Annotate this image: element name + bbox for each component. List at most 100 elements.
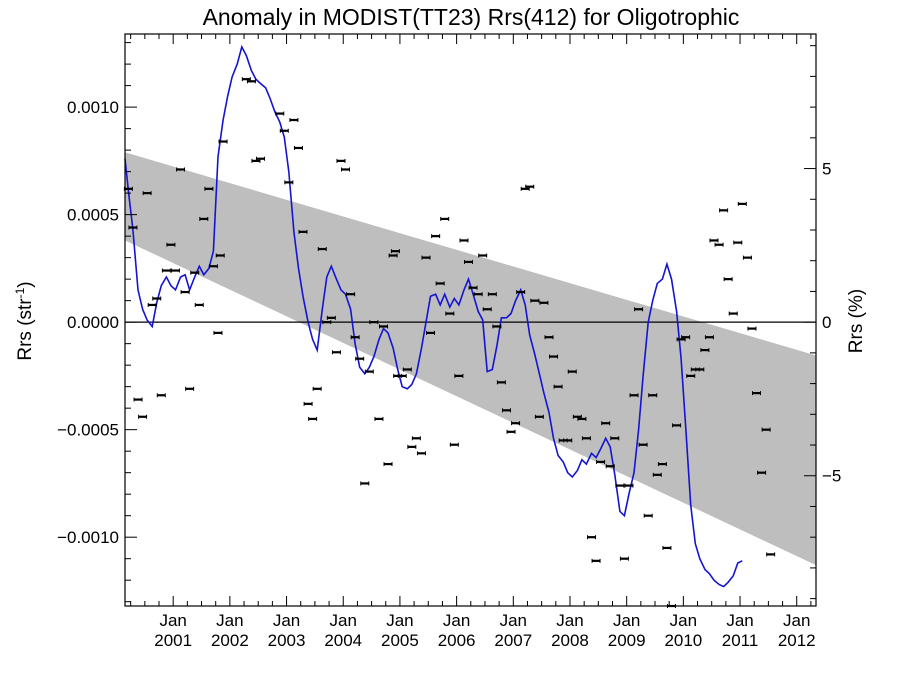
data-point: [728, 311, 738, 316]
y-tick-label-right: 0: [822, 313, 831, 332]
x-tick-label-month: Jan: [216, 611, 243, 630]
data-point: [364, 369, 374, 374]
data-point: [591, 558, 601, 563]
data-point: [482, 307, 492, 312]
data-point: [369, 320, 379, 325]
y-tick-label-left: 0.0000: [67, 313, 119, 332]
x-tick-label-year: 2008: [551, 631, 589, 650]
y-tick-label-left: 0.0010: [67, 98, 119, 117]
data-point: [279, 128, 289, 133]
data-point: [289, 118, 299, 123]
data-point: [215, 253, 225, 258]
data-point: [534, 414, 544, 419]
y-axis-title-left-sup: -1: [13, 287, 27, 298]
x-tick-label-year: 2003: [268, 631, 306, 650]
data-point: [312, 386, 322, 391]
data-point: [161, 268, 171, 273]
data-point: [496, 380, 506, 385]
data-point: [317, 247, 327, 252]
data-point: [539, 300, 549, 305]
x-tick-label-month: Jan: [670, 611, 697, 630]
data-point: [445, 311, 455, 316]
data-point: [459, 238, 469, 243]
x-tick-label-month: Jan: [159, 611, 186, 630]
data-point: [449, 442, 459, 447]
data-point: [397, 373, 407, 378]
trend-band: [125, 152, 816, 566]
x-tick-label-year: 2007: [494, 631, 532, 650]
data-point: [402, 367, 412, 372]
data-point: [190, 270, 200, 275]
data-point: [506, 429, 516, 434]
data-point: [208, 264, 218, 269]
x-tick-label-year: 2011: [722, 631, 759, 650]
data-point: [605, 464, 615, 469]
chart-title: Anomaly in MODIST(TT23) Rrs(412) for Oli…: [203, 4, 740, 30]
data-point: [360, 481, 370, 486]
data-point: [440, 216, 450, 221]
data-point: [733, 240, 743, 245]
data-point: [719, 208, 729, 213]
data-point: [390, 249, 400, 254]
data-point: [152, 296, 162, 301]
x-tick-label-year: 2012: [778, 631, 816, 650]
data-point: [681, 335, 691, 340]
data-point: [180, 290, 190, 295]
data-point: [657, 462, 667, 467]
data-point: [147, 302, 157, 307]
x-tick-label-year: 2001: [154, 631, 192, 650]
data-point: [218, 139, 228, 144]
y-tick-label-right: 5: [822, 160, 831, 179]
data-point: [284, 180, 294, 185]
data-point: [634, 307, 644, 312]
data-point: [435, 281, 445, 286]
data-point: [709, 238, 719, 243]
data-point: [426, 330, 436, 335]
data-point: [199, 216, 209, 221]
data-point: [388, 253, 398, 258]
data-point: [492, 324, 502, 329]
data-point: [246, 79, 256, 84]
y-axis-title-right: Rrs (%): [846, 289, 867, 353]
data-point: [638, 442, 648, 447]
data-point: [686, 373, 696, 378]
data-point: [761, 427, 771, 432]
x-tick-label-month: Jan: [783, 611, 810, 630]
data-point: [411, 436, 421, 441]
data-point: [331, 350, 341, 355]
x-tick-label-year: 2004: [324, 631, 362, 650]
data-point: [672, 423, 682, 428]
data-point: [511, 421, 521, 426]
x-tick-label-month: Jan: [726, 611, 753, 630]
x-tick-label-month: Jan: [330, 611, 357, 630]
data-point: [610, 436, 620, 441]
data-point: [581, 436, 591, 441]
y-tick-label-left: 0.0005: [67, 206, 119, 225]
x-tick-label-year: 2005: [381, 631, 419, 650]
data-point: [350, 335, 360, 340]
data-point: [298, 229, 308, 234]
x-tick-label-month: Jan: [273, 611, 300, 630]
data-point: [544, 335, 554, 340]
data-point: [170, 268, 180, 273]
data-point: [407, 444, 417, 449]
data-point: [615, 483, 625, 488]
data-point: [747, 326, 757, 331]
data-point: [303, 401, 313, 406]
data-point: [596, 459, 606, 464]
x-tick-label-year: 2006: [438, 631, 476, 650]
x-tick-label-year: 2002: [211, 631, 249, 650]
data-point: [648, 393, 658, 398]
data-point: [322, 320, 332, 325]
data-point: [643, 513, 653, 518]
x-tick-label-month: Jan: [500, 611, 527, 630]
data-point: [138, 414, 148, 419]
data-point: [416, 451, 426, 456]
data-point: [501, 408, 511, 413]
y-axis-title-left: Rrs (str-1): [13, 281, 36, 360]
data-point: [194, 302, 204, 307]
data-point: [213, 330, 223, 335]
data-point: [704, 335, 714, 340]
data-point: [563, 438, 573, 443]
